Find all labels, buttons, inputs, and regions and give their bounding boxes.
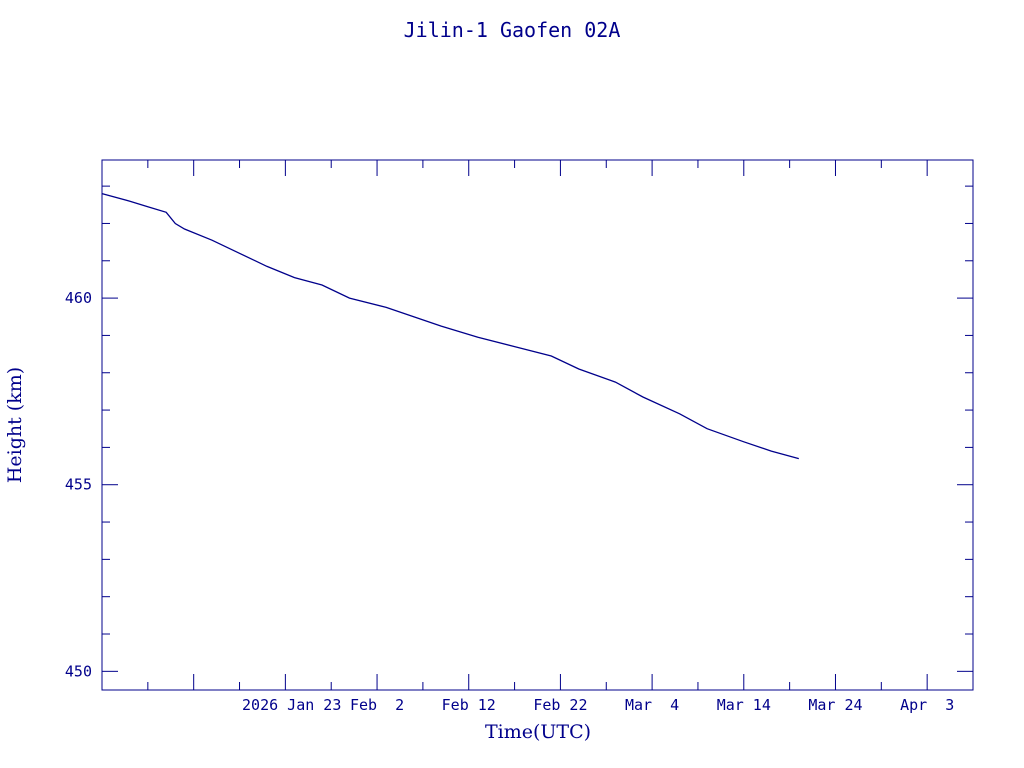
axis-ticks (102, 160, 973, 690)
chart-title: Jilin-1 Gaofen 02A (404, 18, 621, 42)
x-tick-label: Mar 24 (808, 696, 862, 714)
x-tick-label: Apr 3 (900, 696, 954, 714)
x-tick-label: Mar 14 (717, 696, 771, 714)
y-tick-labels: 450 455 460 (65, 289, 92, 680)
x-tick-label: Mar 4 (625, 696, 679, 714)
x-tick-label: 2026 Jan 23 (242, 696, 341, 714)
x-tick-labels: 2026 Jan 23 Feb 2 Feb 12 Feb 22 Mar 4 Mar 14 M… (242, 696, 954, 714)
series-layer (101, 192, 799, 460)
plot-frame (101, 159, 974, 691)
x-tick-label: Feb 12 (442, 696, 496, 714)
x-tick-label: Feb 22 (533, 696, 587, 714)
height-series-line (101, 192, 799, 460)
y-tick-label: 450 (65, 662, 92, 680)
y-tick-label: 455 (65, 476, 92, 494)
y-tick-label: 460 (65, 289, 92, 307)
y-axis-label: Height (km) (4, 367, 26, 483)
x-tick-label: Feb 2 (350, 696, 404, 714)
x-axis-label: Time(UTC) (485, 721, 591, 743)
